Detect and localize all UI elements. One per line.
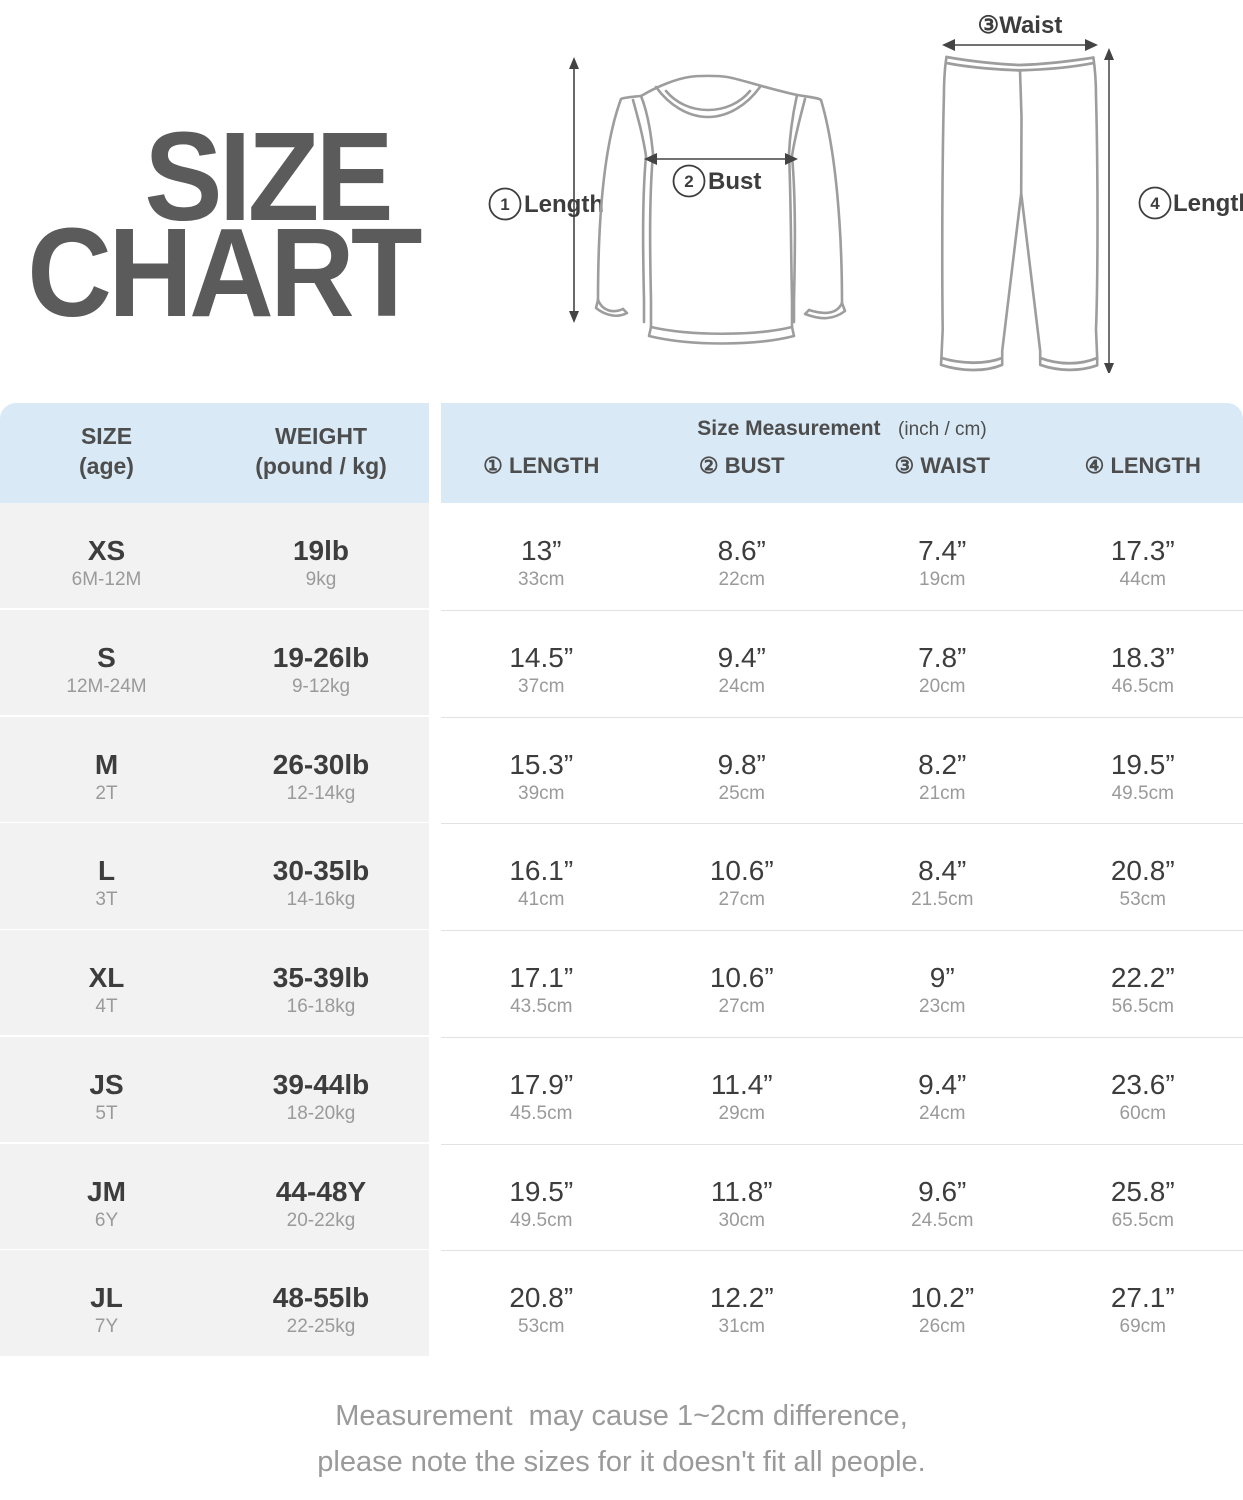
svg-text:Bust: Bust (708, 168, 761, 195)
svg-text:4: 4 (1150, 194, 1160, 213)
svg-text:2: 2 (684, 172, 693, 191)
svg-text:1: 1 (500, 195, 509, 214)
svg-text:Length: Length (524, 191, 604, 218)
svg-text:Length: Length (1173, 190, 1243, 217)
svg-text:③Waist: ③Waist (978, 13, 1063, 39)
